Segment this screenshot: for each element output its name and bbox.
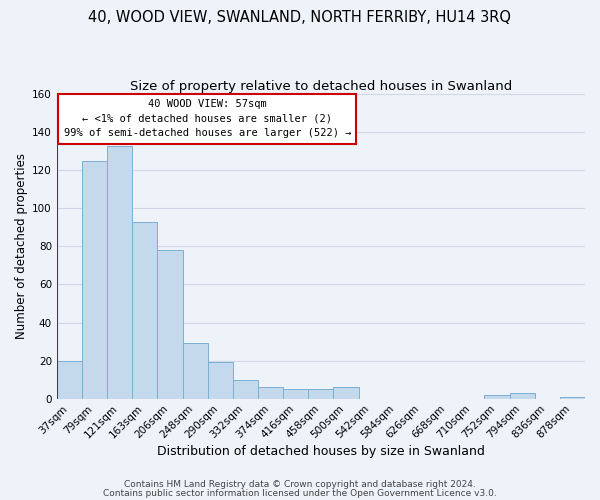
Text: 40 WOOD VIEW: 57sqm
← <1% of detached houses are smaller (2)
99% of semi-detache: 40 WOOD VIEW: 57sqm ← <1% of detached ho… xyxy=(64,98,351,138)
Bar xyxy=(283,389,308,398)
Y-axis label: Number of detached properties: Number of detached properties xyxy=(15,154,28,340)
Bar xyxy=(57,360,82,399)
Bar xyxy=(107,146,132,398)
Bar xyxy=(132,222,157,398)
Bar xyxy=(208,362,233,398)
Text: 40, WOOD VIEW, SWANLAND, NORTH FERRIBY, HU14 3RQ: 40, WOOD VIEW, SWANLAND, NORTH FERRIBY, … xyxy=(89,10,511,25)
Bar xyxy=(334,387,359,398)
Text: Contains HM Land Registry data © Crown copyright and database right 2024.: Contains HM Land Registry data © Crown c… xyxy=(124,480,476,489)
Bar xyxy=(560,396,585,398)
Bar xyxy=(509,393,535,398)
Bar xyxy=(484,395,509,398)
Title: Size of property relative to detached houses in Swanland: Size of property relative to detached ho… xyxy=(130,80,512,93)
Bar xyxy=(258,387,283,398)
Bar xyxy=(182,344,208,398)
Bar xyxy=(233,380,258,398)
Bar xyxy=(308,389,334,398)
Text: Contains public sector information licensed under the Open Government Licence v3: Contains public sector information licen… xyxy=(103,489,497,498)
Bar xyxy=(82,161,107,398)
Bar xyxy=(157,250,182,398)
X-axis label: Distribution of detached houses by size in Swanland: Distribution of detached houses by size … xyxy=(157,444,485,458)
